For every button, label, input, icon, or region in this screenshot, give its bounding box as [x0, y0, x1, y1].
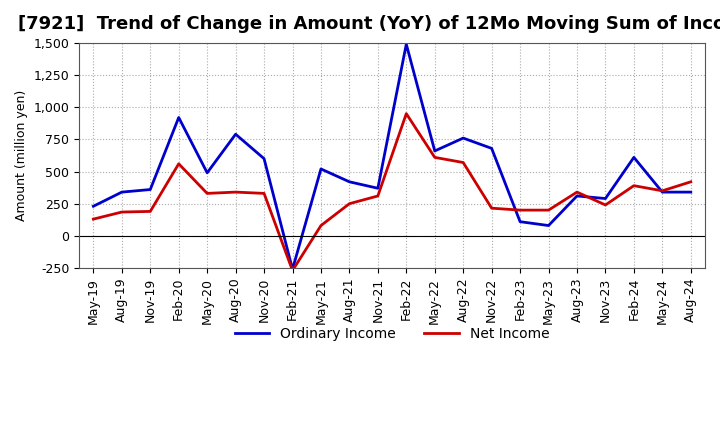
- Net Income: [174, 161, 183, 166]
- Net Income: [146, 209, 155, 214]
- Ordinary Income: [374, 186, 382, 191]
- Ordinary Income: [572, 193, 581, 198]
- Ordinary Income: [544, 223, 553, 228]
- Ordinary Income: [260, 156, 269, 161]
- Ordinary Income: [487, 146, 496, 151]
- Net Income: [658, 188, 667, 194]
- Net Income: [516, 208, 524, 213]
- Net Income: [260, 191, 269, 196]
- Net Income: [686, 179, 695, 184]
- Net Income: [345, 201, 354, 206]
- Ordinary Income: [117, 190, 126, 195]
- Net Income: [203, 191, 212, 196]
- Net Income: [601, 202, 610, 208]
- Net Income: [629, 183, 638, 188]
- Ordinary Income: [516, 219, 524, 224]
- Ordinary Income: [431, 148, 439, 154]
- Net Income: [402, 111, 410, 116]
- Net Income: [572, 190, 581, 195]
- Net Income: [487, 205, 496, 211]
- Net Income: [89, 216, 98, 222]
- Title: [7921]  Trend of Change in Amount (YoY) of 12Mo Moving Sum of Incomes: [7921] Trend of Change in Amount (YoY) o…: [17, 15, 720, 33]
- Net Income: [288, 268, 297, 273]
- Net Income: [431, 155, 439, 160]
- Line: Ordinary Income: Ordinary Income: [94, 44, 690, 269]
- Net Income: [544, 208, 553, 213]
- Ordinary Income: [601, 196, 610, 201]
- Ordinary Income: [459, 136, 467, 141]
- Ordinary Income: [174, 115, 183, 120]
- Net Income: [374, 193, 382, 198]
- Ordinary Income: [686, 190, 695, 195]
- Ordinary Income: [231, 132, 240, 137]
- Ordinary Income: [345, 179, 354, 184]
- Legend: Ordinary Income, Net Income: Ordinary Income, Net Income: [229, 322, 555, 347]
- Net Income: [317, 223, 325, 228]
- Ordinary Income: [146, 187, 155, 192]
- Ordinary Income: [629, 155, 638, 160]
- Net Income: [117, 209, 126, 215]
- Y-axis label: Amount (million yen): Amount (million yen): [15, 90, 28, 221]
- Ordinary Income: [203, 170, 212, 176]
- Ordinary Income: [402, 41, 410, 47]
- Line: Net Income: Net Income: [94, 114, 690, 271]
- Ordinary Income: [89, 204, 98, 209]
- Net Income: [459, 160, 467, 165]
- Ordinary Income: [317, 166, 325, 172]
- Net Income: [231, 190, 240, 195]
- Ordinary Income: [658, 190, 667, 195]
- Ordinary Income: [288, 267, 297, 272]
